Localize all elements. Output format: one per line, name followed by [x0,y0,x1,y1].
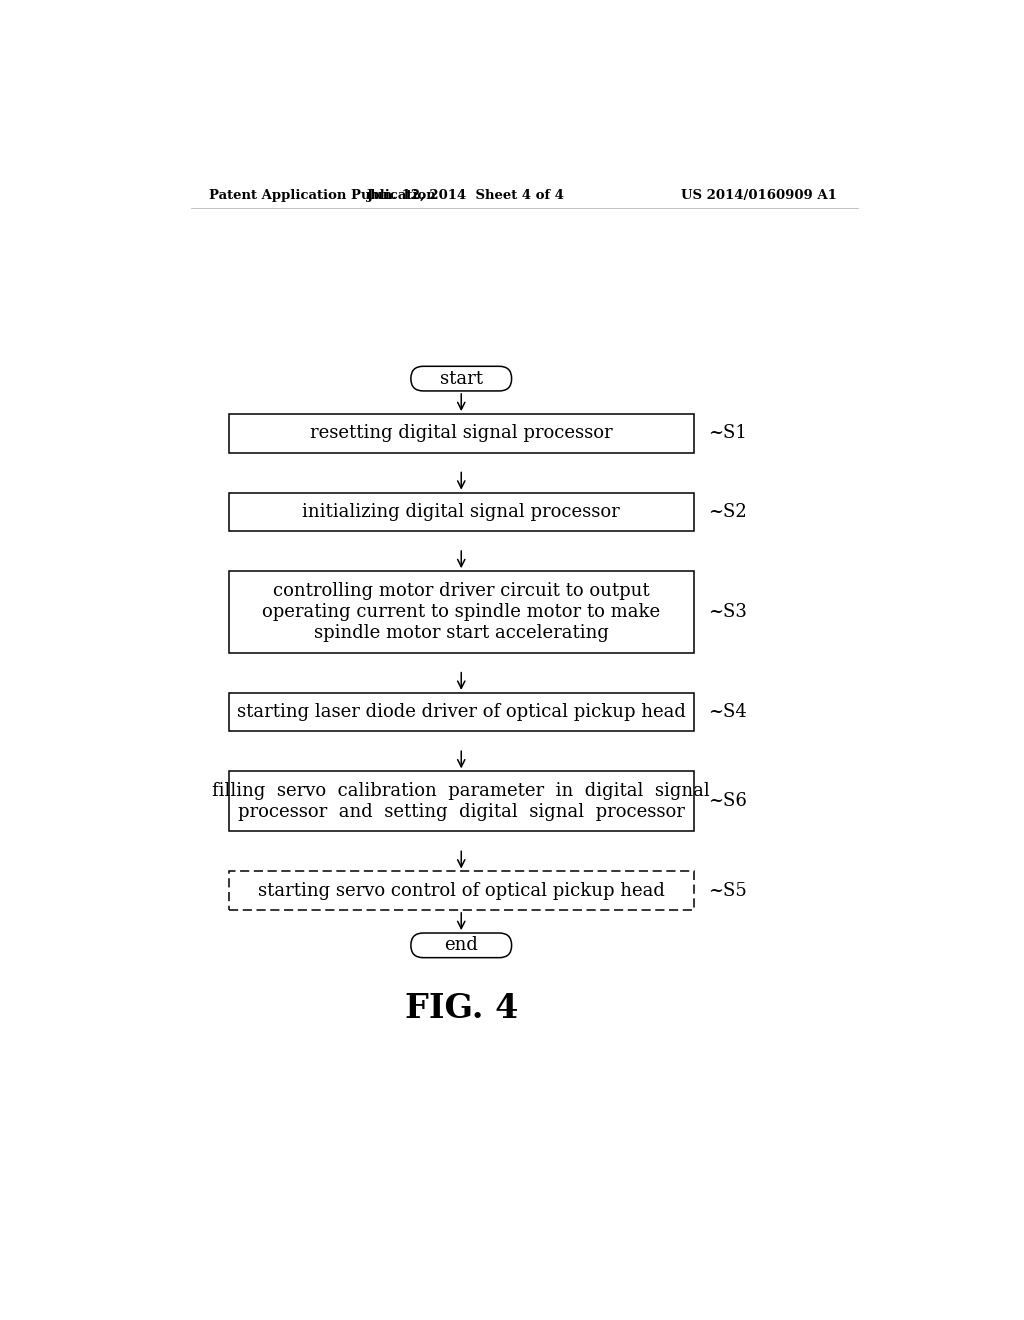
Bar [228,492,693,531]
Bar [228,572,693,653]
Text: resetting digital signal processor: resetting digital signal processor [310,424,612,442]
Text: starting servo control of optical pickup head: starting servo control of optical pickup… [258,882,665,900]
Text: ~S1: ~S1 [708,424,746,442]
Text: Patent Application Publication: Patent Application Publication [209,189,436,202]
Text: ~S2: ~S2 [708,503,746,521]
Text: end: end [444,936,478,954]
Text: initializing digital signal processor: initializing digital signal processor [302,503,621,521]
FancyBboxPatch shape [411,933,512,958]
Text: ~S4: ~S4 [708,704,746,721]
FancyBboxPatch shape [411,367,512,391]
Bar [228,871,693,909]
Text: Jun. 12, 2014  Sheet 4 of 4: Jun. 12, 2014 Sheet 4 of 4 [367,189,563,202]
Text: controlling motor driver circuit to output
operating current to spindle motor to: controlling motor driver circuit to outp… [262,582,660,642]
Text: filling  servo  calibration  parameter  in  digital  signal
processor  and  sett: filling servo calibration parameter in d… [212,781,710,821]
Text: ~S3: ~S3 [708,603,746,620]
Text: ~S6: ~S6 [708,792,746,810]
Bar [228,771,693,832]
Bar [228,693,693,731]
Text: ~S5: ~S5 [708,882,746,900]
Text: start: start [439,370,482,388]
Text: starting laser diode driver of optical pickup head: starting laser diode driver of optical p… [237,704,686,721]
Bar [228,414,693,453]
Text: US 2014/0160909 A1: US 2014/0160909 A1 [681,189,838,202]
Text: FIG. 4: FIG. 4 [404,993,518,1026]
